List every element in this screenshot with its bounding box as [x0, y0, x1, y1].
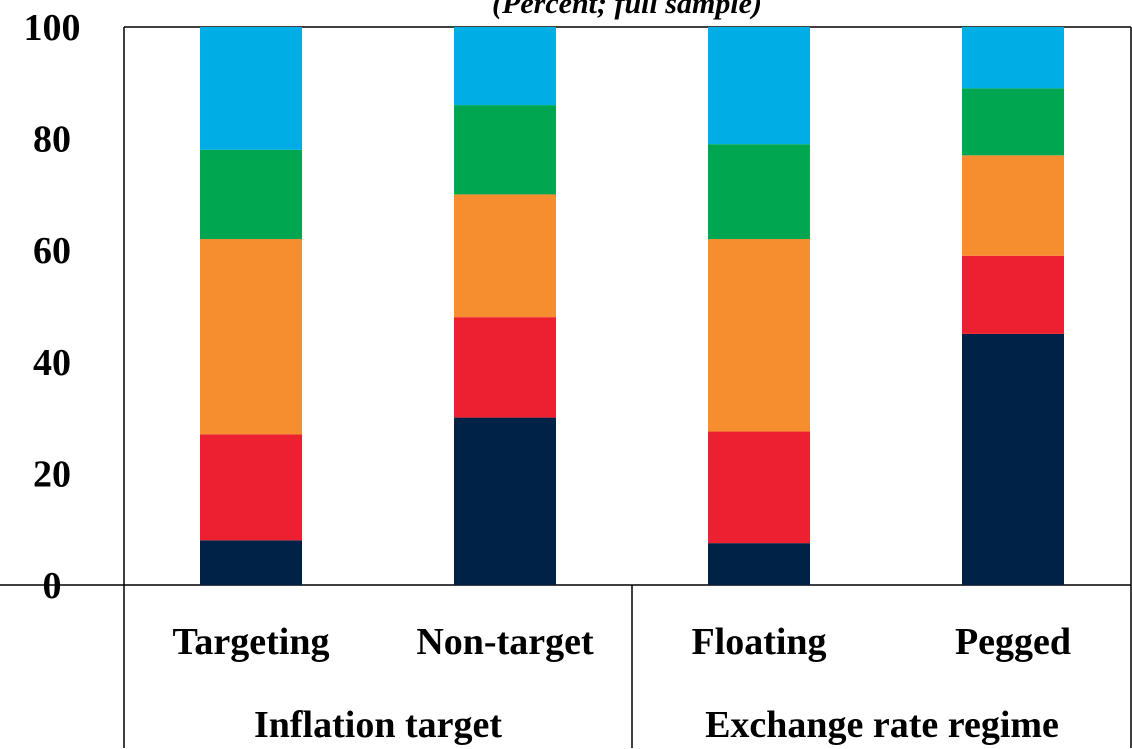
- bar-segment: [962, 88, 1064, 156]
- bar-segment: [708, 27, 810, 145]
- bar-segment: [708, 543, 810, 585]
- y-tick-label: 40: [33, 342, 71, 384]
- bar-segment: [200, 27, 302, 150]
- bar-segment: [962, 27, 1064, 89]
- category-label: Non-target: [416, 621, 594, 663]
- y-tick-label: 60: [33, 230, 71, 272]
- bar-segment: [200, 434, 302, 541]
- y-tick-label: 100: [24, 7, 81, 49]
- bar-segment: [962, 255, 1064, 334]
- bar-segment: [708, 144, 810, 240]
- y-tick-label: 80: [33, 119, 71, 161]
- group-label: Inflation target: [254, 704, 502, 746]
- bar-segment: [454, 105, 556, 195]
- y-tick-label: 20: [33, 453, 71, 495]
- chart-subtitle: (Percent; full sample): [492, 0, 762, 20]
- bar-segment: [962, 333, 1064, 585]
- bar-segment: [200, 540, 302, 585]
- category-label: Floating: [691, 621, 826, 663]
- bar-segment: [708, 239, 810, 432]
- bar-segment: [200, 149, 302, 240]
- category-label: Pegged: [955, 621, 1071, 663]
- category-label: Targeting: [173, 621, 330, 663]
- bar-segment: [454, 27, 556, 106]
- category-labels: Targeting Non-target Floating Pegged: [173, 621, 1072, 663]
- bars: [200, 27, 1064, 585]
- y-axis-tick-labels: 0 20 40 60 80 100: [24, 7, 81, 607]
- group-label: Exchange rate regime: [705, 704, 1059, 746]
- bar-segment: [454, 317, 556, 418]
- bar-segment: [454, 417, 556, 585]
- bar-segment: [200, 239, 302, 435]
- bar-segment: [708, 431, 810, 544]
- group-labels: Inflation target Exchange rate regime: [254, 704, 1059, 746]
- bar-segment: [454, 194, 556, 318]
- bar-segment: [962, 155, 1064, 256]
- y-tick-label: 0: [43, 565, 62, 607]
